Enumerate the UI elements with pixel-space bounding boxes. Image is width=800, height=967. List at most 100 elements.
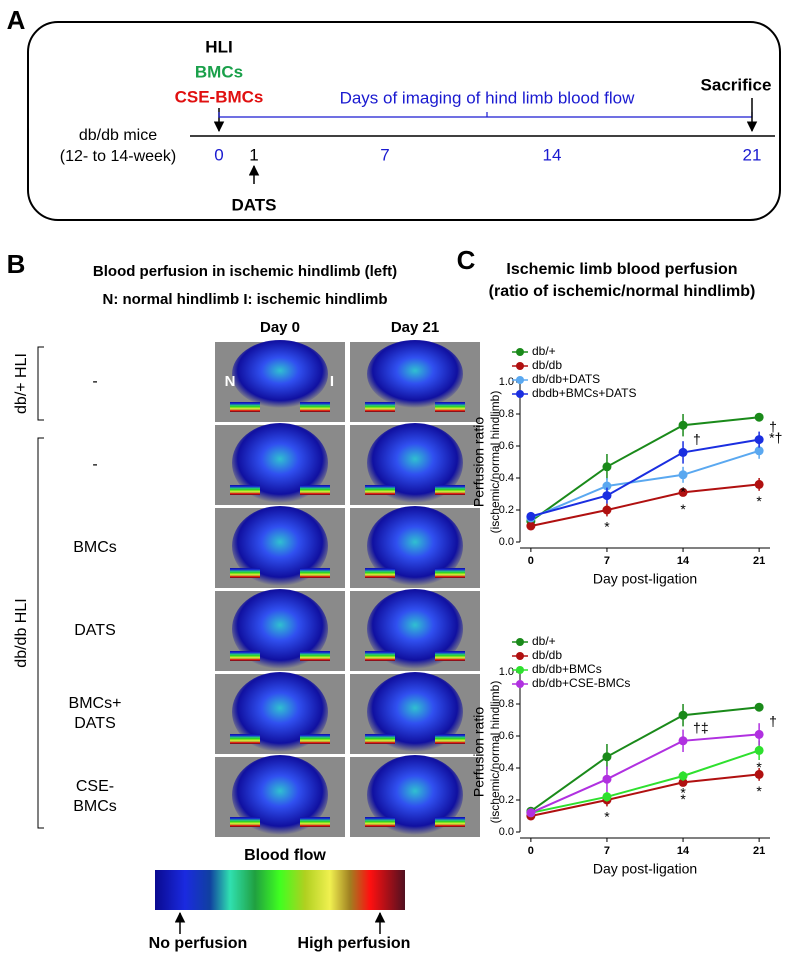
perfusion-limb [230, 817, 260, 827]
x-tick-label: 21 [753, 555, 765, 567]
point-label: * [604, 809, 610, 825]
data-point [526, 511, 536, 521]
point-label: † [693, 431, 701, 447]
point-label: † [769, 418, 777, 434]
perfusion-body [232, 589, 328, 669]
perfusion-limb [365, 402, 395, 412]
x-tick-label: 0 [528, 845, 534, 857]
row-label: - [92, 373, 97, 390]
event-label: BMCs [195, 62, 243, 81]
series-line [530, 733, 760, 814]
data-point [602, 792, 612, 802]
perfusion-limb [230, 651, 260, 661]
scale-title: Blood flow [244, 847, 326, 864]
perfusion-body [232, 506, 328, 586]
day-label: 14 [543, 145, 562, 164]
panel-title: (ratio of ischemic/normal hindlimb) [489, 283, 756, 300]
y-tick-label: 1.0 [499, 376, 514, 388]
perfusion-body [232, 755, 328, 835]
group-label: db/+ HLI [13, 353, 30, 414]
data-point [678, 771, 688, 781]
x-tick-label: 21 [753, 845, 765, 857]
data-point [602, 774, 612, 784]
series-line [530, 449, 760, 519]
legend-label: dbdb+BMCs+DATS [532, 386, 637, 400]
x-tick-label: 14 [677, 555, 690, 567]
data-point [754, 446, 764, 456]
perfusion-limb [230, 734, 260, 744]
panel-subtitle: N: normal hindlimb I: ischemic hindlimb [102, 291, 387, 308]
x-axis-label: Day post-ligation [593, 571, 697, 587]
y-tick-label: 0.0 [499, 536, 514, 548]
perfusion-limb [230, 568, 260, 578]
data-point [678, 710, 688, 720]
perfusion-limb [300, 568, 330, 578]
perfusion-body [367, 589, 463, 669]
panel-title: Blood perfusion in ischemic hindlimb (le… [93, 263, 397, 280]
perfusion-limb [365, 651, 395, 661]
group-bracket [37, 346, 44, 421]
data-point [754, 479, 764, 489]
row-label: BMCs [73, 539, 117, 556]
column-header: Day 0 [260, 319, 300, 336]
x-tick-label: 7 [604, 845, 610, 857]
row-label: BMCs+ [69, 695, 122, 712]
row-label: DATS [74, 715, 115, 732]
y-tick-label: 0.4 [499, 762, 514, 774]
data-point [602, 462, 612, 472]
point-label: † [769, 713, 777, 729]
x-axis-label: Day post-ligation [593, 861, 697, 877]
perfusion-limb [435, 817, 465, 827]
data-point [754, 729, 764, 739]
perfusion-body [232, 340, 328, 408]
scale-label: No perfusion [149, 935, 248, 952]
image-label: N [225, 373, 236, 390]
legend-label: db/db+DATS [532, 372, 600, 386]
group-bracket [37, 437, 44, 829]
y-axis-label: Perfusion ratio [471, 417, 487, 507]
series-line [530, 416, 760, 523]
point-label: *† [769, 430, 782, 446]
y-tick-label: 0.0 [499, 826, 514, 838]
perfusion-limb [435, 734, 465, 744]
data-point [526, 521, 536, 531]
data-point [602, 752, 612, 762]
point-label: * [756, 493, 762, 509]
perfusion-limb [300, 485, 330, 495]
data-point [754, 412, 764, 422]
series-line [530, 706, 760, 813]
data-point [678, 487, 688, 497]
legend-label: db/db [532, 358, 562, 372]
event-label: CSE-BMCs [175, 87, 264, 106]
y-axis-label: (ischemic/normal hindlimb) [488, 681, 502, 824]
row-label: - [92, 456, 97, 473]
scale-label: High perfusion [298, 935, 411, 952]
data-point [678, 447, 688, 457]
data-point [602, 505, 612, 515]
perfusion-body [367, 340, 463, 408]
legend-label: db/+ [532, 634, 556, 648]
imaging-bracket [218, 112, 753, 118]
data-point [754, 745, 764, 755]
point-label: * [756, 783, 762, 799]
y-tick-label: 0.6 [499, 440, 514, 452]
mice-label: db/db mice [79, 127, 157, 144]
row-label: BMCs [73, 798, 117, 815]
perfusion-limb [365, 817, 395, 827]
series-line [530, 773, 760, 817]
perfusion-limb [300, 817, 330, 827]
data-point [754, 702, 764, 712]
legend-label: db/+ [532, 344, 556, 358]
perfusion-body [367, 755, 463, 835]
y-tick-label: 0.2 [499, 794, 514, 806]
series-line [530, 438, 760, 518]
point-label: * [680, 791, 686, 807]
day-label: 7 [380, 145, 389, 164]
data-point [678, 736, 688, 746]
mice-label: (12- to 14-week) [60, 148, 177, 165]
image-label: I [330, 373, 334, 390]
legend-label: db/db+BMCs [532, 662, 602, 676]
perfusion-limb [435, 568, 465, 578]
panel-label: A [7, 5, 26, 35]
sacrifice-label: Sacrifice [701, 75, 772, 94]
